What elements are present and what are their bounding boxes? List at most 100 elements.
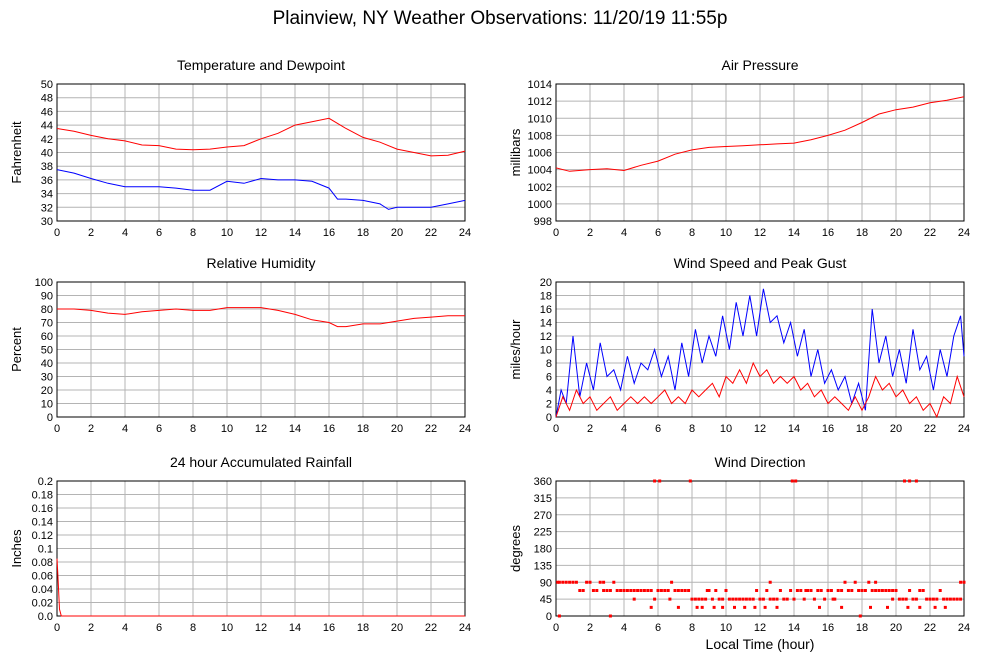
data-point xyxy=(683,589,687,592)
x-tick-label: 10 xyxy=(720,423,732,435)
y-tick-label: 10 xyxy=(41,399,53,411)
data-point xyxy=(906,605,910,609)
chart-title: Wind Speed and Peak Gust xyxy=(674,255,847,271)
x-tick-label: 24 xyxy=(958,423,970,435)
data-point xyxy=(918,605,922,609)
data-point xyxy=(758,597,762,601)
x-tick-label: 24 xyxy=(459,622,471,634)
data-point xyxy=(948,597,952,601)
y-tick-label: 1002 xyxy=(528,182,552,194)
data-point xyxy=(928,597,932,601)
y-tick-label: 0.02 xyxy=(32,598,53,610)
y-tick-label: 38 xyxy=(41,161,53,173)
data-point xyxy=(955,597,959,601)
x-tick-label: 22 xyxy=(924,227,936,239)
data-point xyxy=(649,589,653,592)
data-point xyxy=(874,580,878,584)
y-tick-label: 34 xyxy=(41,189,53,201)
y-tick-label: 0.2 xyxy=(38,476,53,488)
x-tick-label: 0 xyxy=(553,423,559,435)
y-tick-label: 315 xyxy=(534,493,552,505)
data-point xyxy=(790,479,794,483)
x-tick-label: 2 xyxy=(587,227,593,239)
data-point xyxy=(712,605,716,609)
y-tick-label: 30 xyxy=(41,372,53,384)
data-point xyxy=(743,605,747,609)
data-point xyxy=(741,597,745,601)
y-tick-label: 1010 xyxy=(528,113,552,125)
data-point xyxy=(697,597,701,601)
data-point xyxy=(676,589,680,592)
y-tick-label: 225 xyxy=(534,527,552,539)
x-tick-label: 14 xyxy=(289,423,301,435)
y-tick-label: 45 xyxy=(540,594,552,606)
y-tick-label: 18 xyxy=(540,291,552,303)
data-point xyxy=(809,589,813,592)
data-point xyxy=(772,597,776,601)
x-tick-label: 6 xyxy=(156,227,162,239)
y-tick-label: 30 xyxy=(41,216,53,228)
data-point xyxy=(707,589,711,592)
data-point xyxy=(625,589,629,592)
data-point xyxy=(639,589,643,592)
y-tick-label: 1008 xyxy=(528,130,552,142)
data-point xyxy=(629,589,633,592)
data-point xyxy=(755,589,759,592)
x-tick-label: 8 xyxy=(689,622,695,634)
x-tick-label: 22 xyxy=(425,622,437,634)
y-tick-label: 0 xyxy=(546,412,552,424)
x-tick-label: 14 xyxy=(788,227,800,239)
x-tick-label: 6 xyxy=(655,622,661,634)
data-point xyxy=(751,597,755,601)
data-point xyxy=(591,589,595,592)
data-point xyxy=(959,580,963,584)
data-point xyxy=(942,597,946,601)
plot-frame xyxy=(56,83,466,222)
data-point xyxy=(823,597,827,601)
x-tick-label: 14 xyxy=(289,622,301,634)
data-point xyxy=(632,589,636,592)
data-point xyxy=(891,597,895,601)
y-tick-label: 20 xyxy=(41,385,53,397)
x-tick-label: 8 xyxy=(689,227,695,239)
data-point xyxy=(676,605,680,609)
data-point xyxy=(869,605,872,609)
x-tick-label: 10 xyxy=(221,423,233,435)
data-point xyxy=(608,589,612,592)
data-point xyxy=(768,597,772,601)
y-tick-label: 60 xyxy=(41,331,53,343)
x-tick-label: 14 xyxy=(788,622,800,634)
x-tick-label: 12 xyxy=(255,423,267,435)
data-point xyxy=(663,589,667,592)
data-point xyxy=(846,589,850,592)
data-point xyxy=(632,597,636,601)
data-point xyxy=(921,589,925,592)
y-tick-label: 8 xyxy=(546,358,552,370)
data-point xyxy=(925,597,929,601)
data-point xyxy=(782,597,786,601)
series-line xyxy=(56,558,465,617)
data-point xyxy=(602,580,606,584)
x-tick-label: 12 xyxy=(754,622,766,634)
data-point xyxy=(605,589,609,592)
chart-title: Air Pressure xyxy=(721,57,798,73)
x-tick-label: 12 xyxy=(754,227,766,239)
data-point xyxy=(901,597,905,601)
data-point xyxy=(585,580,589,584)
data-point xyxy=(636,589,640,592)
y-tick-label: 50 xyxy=(41,79,53,91)
data-point xyxy=(653,597,657,601)
data-point xyxy=(938,589,942,592)
data-point xyxy=(602,589,606,592)
x-tick-label: 14 xyxy=(289,227,301,239)
x-tick-label: 4 xyxy=(122,423,128,435)
data-point xyxy=(761,597,765,601)
data-point xyxy=(867,580,871,584)
data-point xyxy=(853,580,857,584)
y-tick-label: 0.06 xyxy=(32,571,53,583)
y-tick-label: 6 xyxy=(546,372,552,384)
x-tick-label: 10 xyxy=(221,227,233,239)
x-tick-label: 2 xyxy=(88,622,94,634)
